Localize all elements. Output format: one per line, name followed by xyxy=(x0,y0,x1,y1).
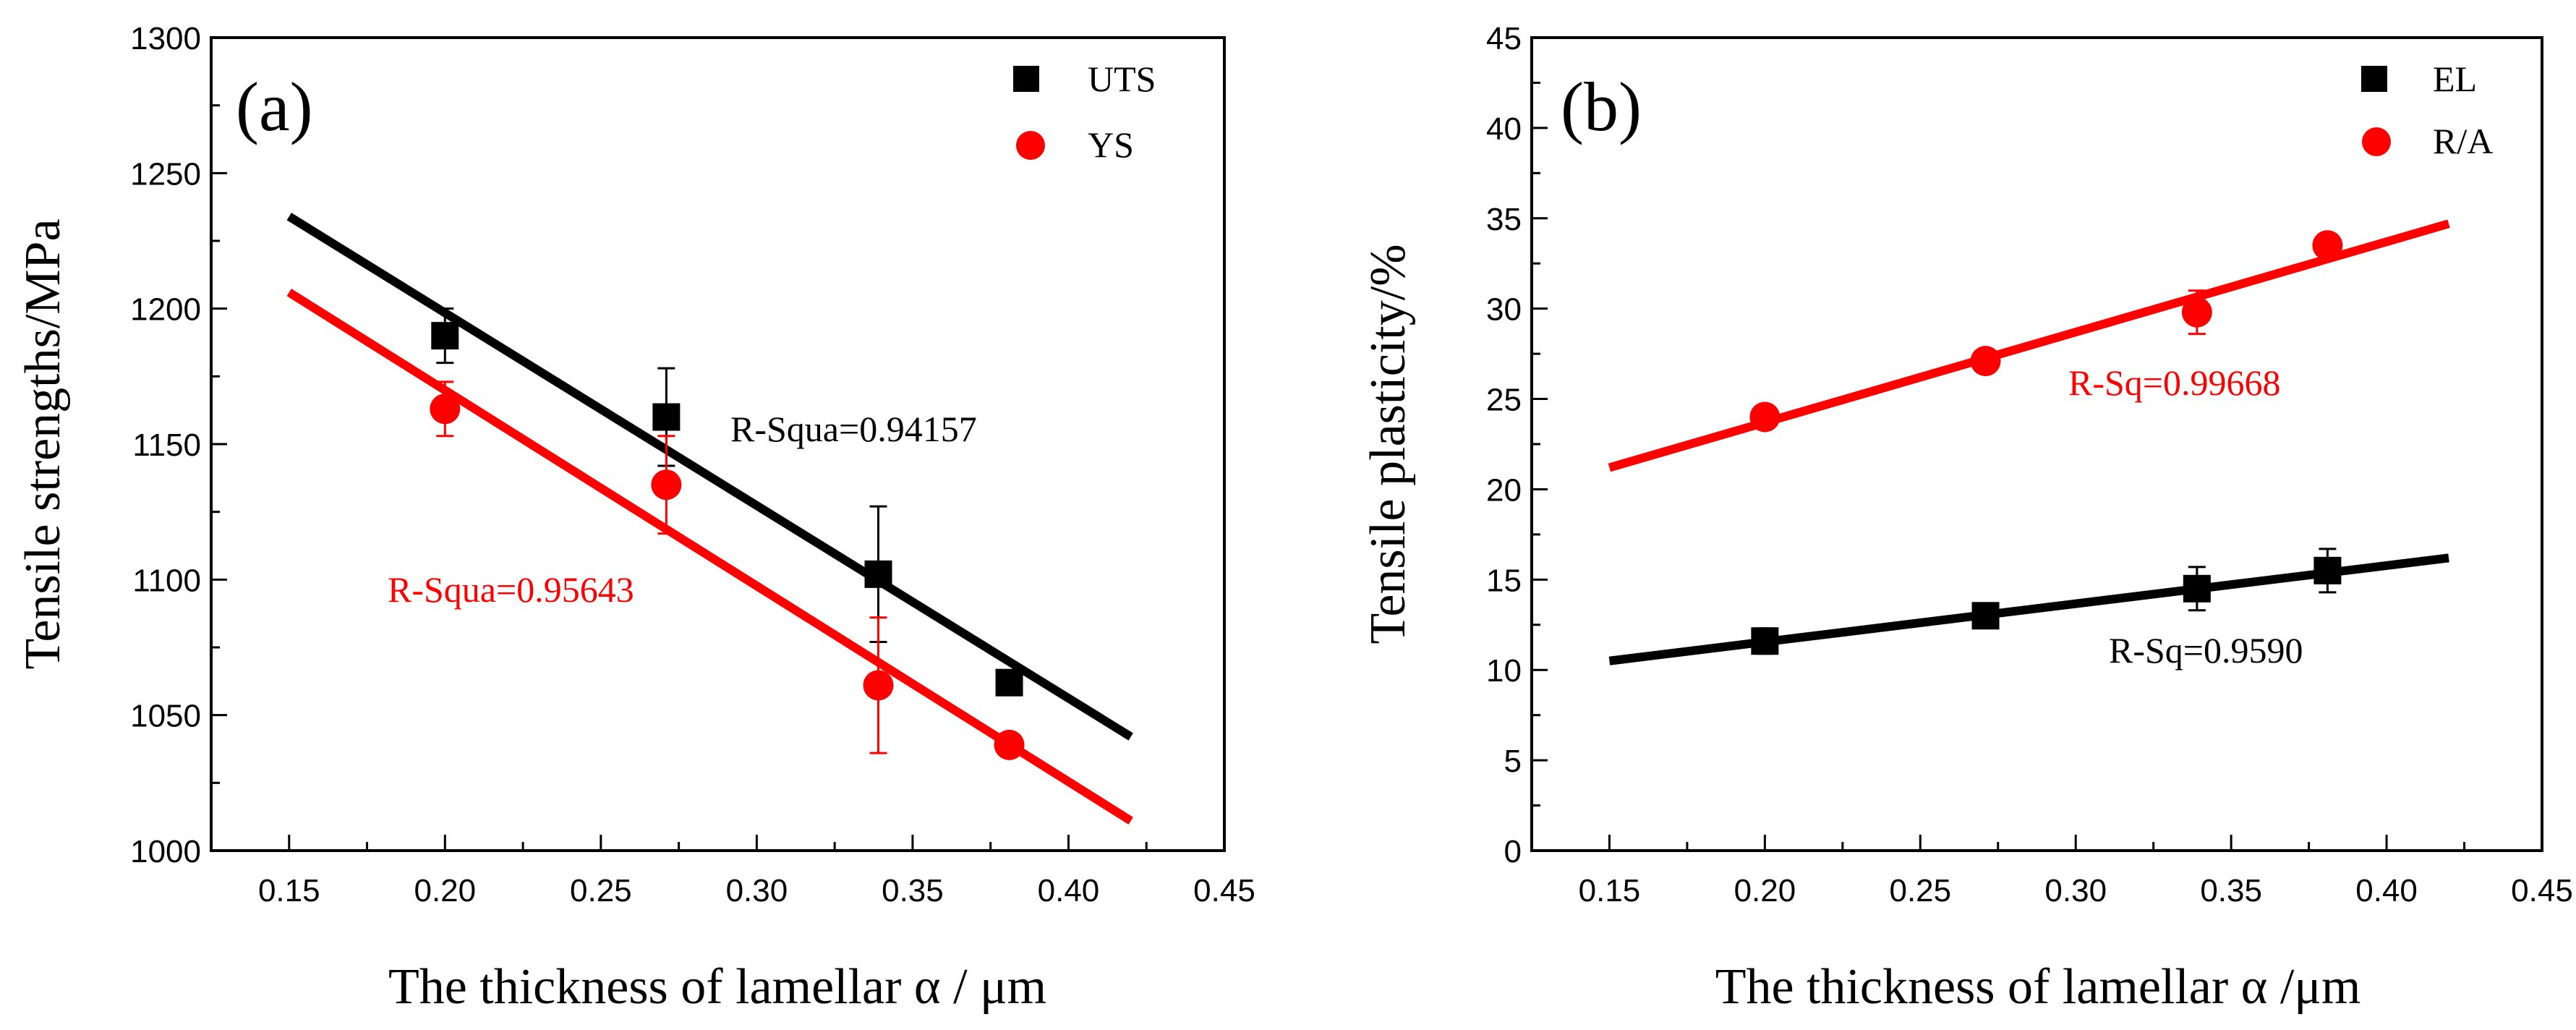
y-tick-label: 1100 xyxy=(132,563,201,598)
y-tick-label: 0 xyxy=(1504,834,1522,869)
point-ys xyxy=(651,469,682,501)
point-el xyxy=(2313,556,2342,584)
x-tick-label: 0.15 xyxy=(1579,873,1641,908)
x-axis-title: The thickness of lamellar α / μm xyxy=(388,959,1046,1015)
point-ys xyxy=(994,729,1025,760)
legend-marker-ra xyxy=(2362,127,2391,156)
y-axis: 1000 1050 1100 1150 1200 1250 1300 xyxy=(130,21,227,869)
panel-label: (b) xyxy=(1561,68,1642,145)
x-tick-label: 0.20 xyxy=(1734,873,1796,908)
y-tick-label: 10 xyxy=(1486,653,1522,689)
x-tick-label: 0.35 xyxy=(882,873,944,908)
fit-line-uts xyxy=(286,213,1133,741)
point-ys xyxy=(863,670,894,701)
plot-frame xyxy=(210,36,1226,852)
legend-label-uts: UTS xyxy=(1088,59,1156,99)
point-ra xyxy=(2181,297,2212,328)
r-squared-uts: R-Squa=0.94157 xyxy=(730,409,977,449)
fit-lines xyxy=(1608,219,2450,665)
x-tick-label: 0.15 xyxy=(258,873,320,908)
panel-a: 0.15 0.20 0.25 0.30 0.35 0.40 0.45 1000 1050 110… xyxy=(15,21,1255,1015)
point-uts xyxy=(652,403,681,431)
x-tick-label: 0.20 xyxy=(414,873,476,908)
x-tick-label: 0.40 xyxy=(1038,873,1100,908)
r-squared-ra: R-Sq=0.99668 xyxy=(2068,362,2281,403)
legend-label-el: EL xyxy=(2433,59,2477,99)
y-tick-label: 35 xyxy=(1486,202,1522,237)
y-tick-label: 1250 xyxy=(130,156,201,192)
y-tick-label: 1150 xyxy=(132,427,201,463)
data-points xyxy=(430,307,1025,760)
x-axis-title: The thickness of lamellar α /μm xyxy=(1715,959,2361,1015)
point-ys xyxy=(430,393,461,425)
fit-line-ys xyxy=(286,289,1133,825)
legend: UTS YS xyxy=(1013,59,1156,165)
x-tick-label: 0.25 xyxy=(1889,873,1951,908)
point-ra xyxy=(1970,346,2001,377)
point-ra xyxy=(2312,230,2343,261)
y-tick-label: 25 xyxy=(1486,383,1522,418)
x-tick-label: 0.30 xyxy=(726,873,788,908)
x-axis: 0.15 0.20 0.25 0.30 0.35 0.40 0.45 xyxy=(1579,835,2573,908)
point-uts xyxy=(995,668,1023,697)
y-tick-label: 5 xyxy=(1504,744,1522,779)
point-ra xyxy=(1749,401,1780,433)
point-uts xyxy=(864,560,892,588)
point-el xyxy=(1971,602,2000,630)
panel-label: (a) xyxy=(236,68,313,145)
y-axis-title: Tensile plasticity/% xyxy=(1360,244,1416,644)
point-el xyxy=(2183,574,2211,603)
point-uts xyxy=(431,322,459,350)
fit-line-el xyxy=(1608,553,2449,665)
x-tick-label: 0.35 xyxy=(2200,873,2262,908)
y-tick-label: 40 xyxy=(1486,111,1522,147)
y-axis-title: Tensile strengths/MPa xyxy=(15,218,71,669)
data-points xyxy=(1749,230,2343,655)
legend-marker-uts xyxy=(1013,66,1039,92)
y-axis: 0 5 10 15 20 25 30 35 40 45 xyxy=(1486,21,1548,869)
point-el xyxy=(1751,627,1779,655)
y-tick-label: 1050 xyxy=(130,699,201,734)
legend-marker-el xyxy=(2361,66,2387,92)
x-tick-label: 0.40 xyxy=(2355,873,2418,908)
panel-b: 0.15 0.20 0.25 0.30 0.35 0.40 0.45 0 5 10 15 20 25 3… xyxy=(1360,21,2573,1015)
x-tick-label: 0.30 xyxy=(2044,873,2107,908)
x-tick-label: 0.25 xyxy=(570,873,632,908)
legend-marker-ys xyxy=(1016,131,1045,160)
y-tick-label: 15 xyxy=(1486,563,1522,598)
y-tick-label: 1200 xyxy=(130,292,201,328)
legend-label-ys: YS xyxy=(1088,124,1134,165)
fit-line-ra xyxy=(1608,219,2450,472)
legend: EL R/A xyxy=(2361,59,2493,161)
y-tick-label: 45 xyxy=(1486,21,1522,56)
y-tick-label: 30 xyxy=(1486,292,1522,328)
legend-label-ra: R/A xyxy=(2433,121,2493,161)
r-squared-el: R-Sq=0.9590 xyxy=(2109,630,2303,671)
x-tick-label: 0.45 xyxy=(2511,873,2573,908)
y-tick-label: 20 xyxy=(1486,472,1522,508)
r-squared-ys: R-Squa=0.95643 xyxy=(388,569,634,610)
fit-lines xyxy=(286,213,1133,825)
x-tick-label: 0.45 xyxy=(1193,873,1255,908)
y-tick-label: 1000 xyxy=(130,834,201,869)
y-tick-label: 1300 xyxy=(130,21,201,56)
x-axis: 0.15 0.20 0.25 0.30 0.35 0.40 0.45 xyxy=(258,835,1255,908)
